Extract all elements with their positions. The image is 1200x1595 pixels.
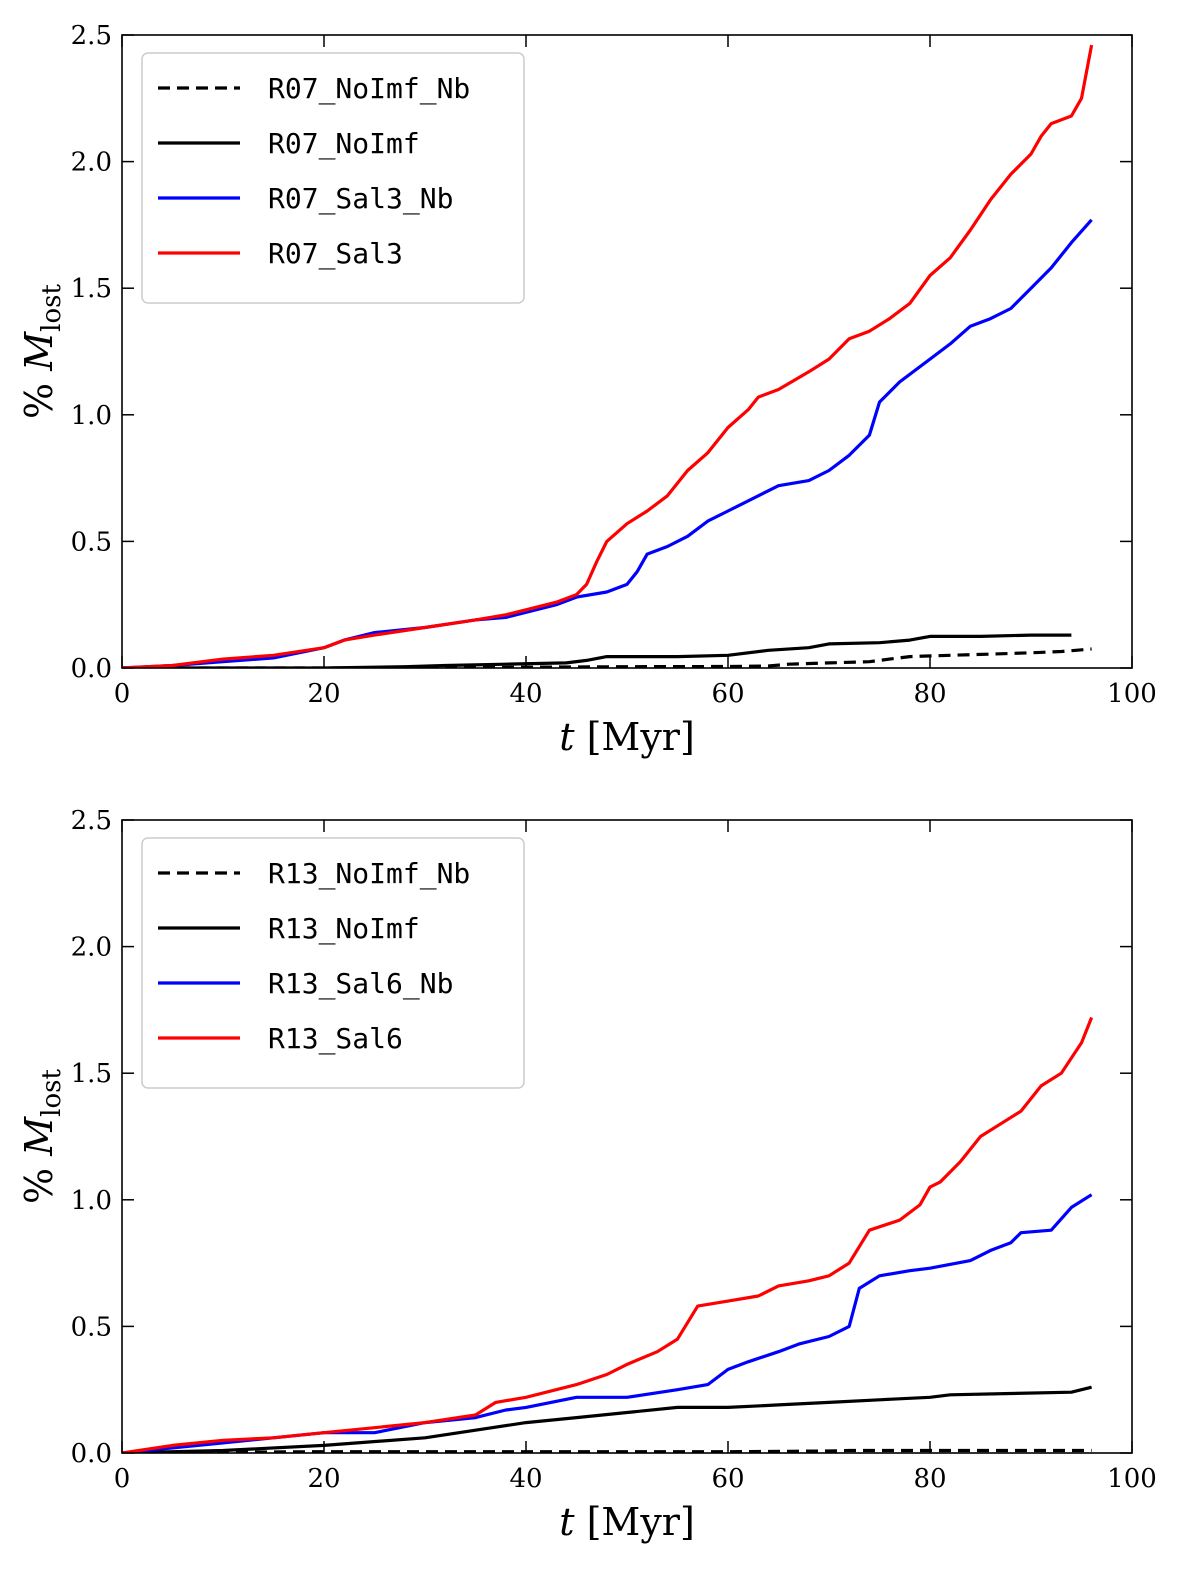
x-tick-label: 40 xyxy=(509,679,542,709)
y-tick-label: 2.0 xyxy=(71,933,112,963)
series-line-R13_NoImf xyxy=(122,1385,1092,1453)
y-tick-label: 2.5 xyxy=(71,806,112,836)
plot-frame xyxy=(121,819,1133,1454)
x-tick-label: 80 xyxy=(913,1464,946,1494)
series-line-R07_Sal3 xyxy=(122,44,1094,668)
x-axis-label-unit: [Myr] xyxy=(575,715,695,759)
y-tick-label: 2.0 xyxy=(71,148,112,178)
x-tick-label: 20 xyxy=(307,1464,340,1494)
y-tick-label: 2.5 xyxy=(71,21,112,51)
legend-box xyxy=(141,837,525,1089)
x-tick-label: 60 xyxy=(711,1464,744,1494)
series-line-R07_Sal3_Nb xyxy=(122,218,1093,668)
y-axis-label-percent: % xyxy=(17,1156,61,1204)
x-tick-label: 0 xyxy=(114,1464,131,1494)
legend-label: R07_NoImf xyxy=(268,127,420,161)
y-tick-label: 0.0 xyxy=(71,1439,112,1469)
y-axis-label-subscript: lost xyxy=(37,1069,67,1117)
legend-label: R13_NoImf xyxy=(268,912,420,946)
x-tick-label: 80 xyxy=(913,679,946,709)
series-line-R13_NoImf_Nb xyxy=(122,1448,1092,1453)
y-tick-label: 0.5 xyxy=(71,527,112,557)
y-axis-label: % Mlost xyxy=(17,1069,67,1204)
y-axis-label: % Mlost xyxy=(17,284,67,419)
y-tick-label: 1.5 xyxy=(71,1059,112,1089)
y-tick-label: 1.0 xyxy=(71,1186,112,1216)
y-axis-label-percent: % xyxy=(17,371,61,419)
x-axis-label-unit: [Myr] xyxy=(575,1500,695,1544)
y-axis-label-var: M xyxy=(17,331,61,372)
y-axis-label-subscript: lost xyxy=(37,284,67,332)
x-axis-label: t [Myr] xyxy=(559,1500,695,1544)
x-tick-label: 100 xyxy=(1107,679,1157,709)
x-axis-label-var: t xyxy=(559,715,575,759)
plot-frame xyxy=(121,34,1133,669)
legend-label: R13_Sal6_Nb xyxy=(268,967,453,1001)
legend-label: R13_NoImf_Nb xyxy=(268,857,470,891)
x-tick-label: 100 xyxy=(1107,1464,1157,1494)
x-tick-label: 40 xyxy=(509,1464,542,1494)
y-tick-label: 1.0 xyxy=(71,401,112,431)
x-tick-label: 20 xyxy=(307,679,340,709)
series-line-R13_Sal6 xyxy=(122,1016,1094,1453)
x-axis-label: t [Myr] xyxy=(559,715,695,759)
series-line-R07_NoImf_Nb xyxy=(122,647,1092,668)
legend-label: R07_Sal3 xyxy=(268,237,403,271)
x-tick-label: 0 xyxy=(114,679,131,709)
series-line-R07_NoImf xyxy=(122,633,1072,668)
y-tick-label: 0.5 xyxy=(71,1312,112,1342)
legend-label: R13_Sal6 xyxy=(268,1022,403,1056)
legend-label: R07_NoImf_Nb xyxy=(268,72,470,106)
y-axis-label-var: M xyxy=(17,1116,61,1157)
legend-label: R07_Sal3_Nb xyxy=(268,182,453,216)
y-tick-label: 1.5 xyxy=(71,274,112,304)
y-tick-label: 0.0 xyxy=(71,654,112,684)
x-tick-label: 60 xyxy=(711,679,744,709)
x-axis-label-var: t xyxy=(559,1500,575,1544)
legend-box xyxy=(141,52,525,304)
series-line-R13_Sal6_Nb xyxy=(122,1193,1093,1453)
